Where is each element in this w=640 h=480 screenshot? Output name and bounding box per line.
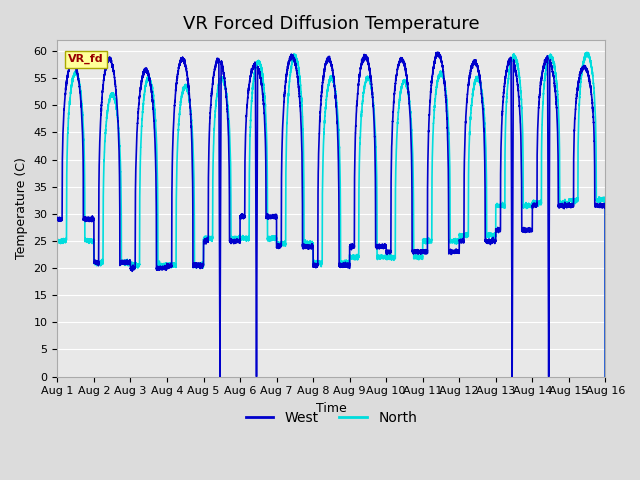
West [216,374,224,380]
North [171,262,179,267]
Text: VR_fd: VR_fd [68,54,104,64]
West [259,91,266,96]
North [583,49,591,55]
West [54,216,61,222]
West [171,103,179,109]
Legend: West, North: West, North [240,405,422,430]
West [602,374,609,380]
West [485,238,493,243]
West [434,49,442,55]
West [600,204,607,209]
North [165,264,173,269]
X-axis label: Time: Time [316,402,347,415]
North [485,234,493,240]
Title: VR Forced Diffusion Temperature: VR Forced Diffusion Temperature [183,15,479,33]
North [602,374,609,380]
North [407,116,415,121]
Line: West: West [58,52,605,377]
West [165,263,173,269]
West [407,133,415,139]
North [259,73,266,79]
Line: North: North [58,52,605,377]
Y-axis label: Temperature (C): Temperature (C) [15,157,28,259]
North [54,237,61,243]
North [600,196,607,202]
